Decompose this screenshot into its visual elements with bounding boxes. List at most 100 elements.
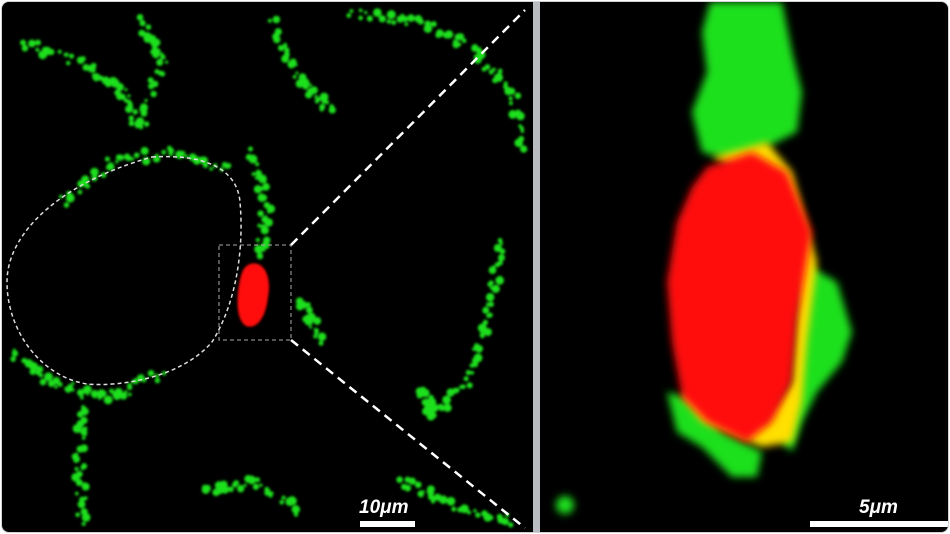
green-speckle [106, 162, 115, 171]
green-speckle [508, 522, 514, 528]
green-speckle [125, 155, 132, 162]
green-speckle [150, 48, 157, 55]
green-speckle [477, 323, 487, 333]
green-speckle [10, 356, 16, 362]
green-speckle [279, 499, 285, 505]
green-speckle [57, 49, 62, 54]
green-speckle [281, 54, 290, 63]
green-speckle [11, 350, 19, 357]
green-speckle [248, 146, 253, 152]
green-speckle [81, 482, 90, 491]
green-speckle [493, 243, 502, 252]
green-speckle [68, 53, 75, 59]
green-speckle [255, 170, 262, 177]
green-speckle [184, 154, 188, 159]
green-speckle [100, 172, 107, 178]
green-speckle [48, 48, 55, 56]
green-speckle [29, 368, 36, 375]
green-speckle [81, 436, 86, 440]
green-speckle [145, 24, 152, 30]
green-speckle [71, 381, 75, 385]
green-speckle [224, 163, 231, 170]
zoom-guide-line-bottom [290, 339, 526, 529]
green-speckle [442, 395, 451, 405]
green-speckle [386, 19, 392, 24]
green-speckle [421, 490, 425, 494]
green-speckle [443, 31, 450, 39]
green-membrane-signal [10, 8, 528, 528]
green-speckle [236, 484, 245, 493]
scale-bar-right [810, 521, 948, 527]
green-speckle [475, 512, 481, 518]
green-speckle [461, 38, 467, 43]
green-speckle [314, 95, 319, 99]
green-speckle [92, 73, 101, 82]
green-speckle [164, 60, 169, 64]
green-speckle [508, 109, 518, 119]
green-speckle [292, 74, 297, 79]
green-speckle [75, 479, 83, 487]
green-speckle [518, 116, 522, 120]
green-speckle [231, 481, 238, 488]
green-speckle [386, 10, 396, 20]
green-speckle [74, 466, 79, 472]
green-speckle [488, 266, 497, 274]
green-speckle [154, 377, 161, 384]
green-speckle [203, 484, 211, 492]
green-speckle [497, 68, 503, 74]
green-speckle [416, 392, 423, 399]
green-speckle [319, 107, 324, 112]
green-speckle [487, 312, 493, 318]
green-speckle [147, 77, 154, 84]
green-speckle [159, 52, 164, 57]
scale-bar-left [360, 521, 415, 527]
green-speckle [77, 500, 86, 509]
green-speckle [65, 60, 71, 66]
green-speckle [483, 513, 492, 522]
green-speckle [161, 149, 167, 155]
green-speckle [465, 370, 471, 376]
green-speckle [128, 115, 135, 121]
green-speckle [467, 510, 472, 515]
right-panel-zoom [540, 2, 948, 532]
green-speckle [28, 361, 37, 370]
green-speckle [81, 175, 90, 184]
green-speckle [83, 496, 88, 501]
green-speckle [73, 457, 79, 463]
green-speckle [109, 388, 114, 394]
green-speckle [497, 260, 503, 266]
green-speckle [268, 491, 274, 496]
green-speckle [490, 286, 494, 290]
green-speckle [81, 521, 86, 526]
green-speckle [430, 403, 439, 413]
green-speckle [508, 101, 513, 106]
green-speckle [283, 43, 288, 49]
green-speckle [314, 98, 320, 104]
green-speckle [267, 18, 272, 23]
green-speckle [252, 483, 260, 490]
green-speckle [418, 491, 424, 498]
green-speckle [485, 302, 491, 307]
green-speckle [495, 276, 504, 285]
green-speckle [479, 333, 485, 339]
green-speckle [469, 363, 475, 368]
green-speckle [67, 384, 74, 390]
green-speckle [310, 86, 318, 94]
green-speckle [128, 120, 135, 127]
green-speckle [446, 496, 456, 506]
green-speckle [35, 47, 40, 52]
green-speckle [254, 176, 259, 180]
green-speckle [519, 145, 528, 153]
green-speckle [423, 24, 433, 33]
green-speckle [366, 15, 373, 22]
green-speckle [313, 317, 322, 325]
green-speckle [119, 392, 128, 400]
green-speckle [136, 13, 144, 21]
green-speckle [127, 108, 131, 112]
green-speckle [302, 83, 309, 90]
green-speckle [504, 87, 513, 96]
green-speckle [514, 138, 523, 148]
green-speckle [77, 189, 83, 195]
green-speckle [255, 162, 260, 167]
